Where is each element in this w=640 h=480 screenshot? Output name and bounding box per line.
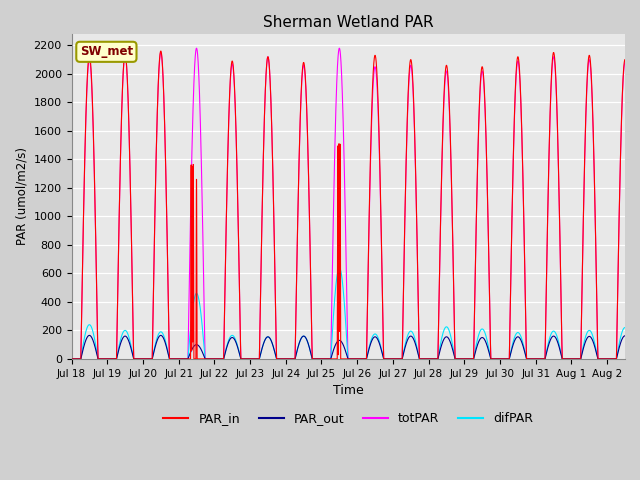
PAR_out: [68, 356, 76, 362]
PAR_in: [464, 356, 472, 362]
totPAR: [234, 220, 242, 226]
totPAR: [214, 356, 222, 362]
X-axis label: Time: Time: [333, 384, 364, 397]
PAR_in: [214, 356, 222, 362]
difPAR: [109, 356, 117, 362]
difPAR: [335, 265, 343, 271]
totPAR: [68, 356, 76, 362]
totPAR: [573, 356, 580, 362]
totPAR: [464, 356, 472, 362]
Line: difPAR: difPAR: [72, 268, 625, 359]
PAR_out: [109, 356, 117, 362]
PAR_out: [464, 356, 472, 362]
difPAR: [522, 354, 530, 360]
PAR_in: [522, 328, 530, 334]
difPAR: [621, 324, 628, 330]
Line: totPAR: totPAR: [72, 48, 625, 359]
totPAR: [621, 60, 628, 65]
Title: Sherman Wetland PAR: Sherman Wetland PAR: [263, 15, 433, 30]
PAR_out: [573, 356, 580, 362]
PAR_in: [68, 356, 76, 362]
difPAR: [68, 356, 76, 362]
Y-axis label: PAR (umol/m2/s): PAR (umol/m2/s): [15, 147, 28, 245]
difPAR: [214, 356, 222, 362]
PAR_out: [214, 356, 222, 362]
PAR_in: [621, 57, 628, 62]
PAR_in: [157, 48, 164, 54]
PAR_out: [522, 354, 530, 360]
difPAR: [573, 356, 580, 362]
PAR_in: [234, 218, 242, 224]
PAR_in: [573, 356, 580, 362]
totPAR: [193, 45, 200, 51]
difPAR: [464, 356, 472, 362]
totPAR: [109, 356, 117, 362]
difPAR: [234, 345, 242, 350]
totPAR: [522, 328, 530, 334]
PAR_out: [86, 333, 93, 338]
Legend: PAR_in, PAR_out, totPAR, difPAR: PAR_in, PAR_out, totPAR, difPAR: [158, 408, 538, 431]
PAR_out: [234, 346, 242, 352]
Line: PAR_out: PAR_out: [72, 336, 625, 359]
Text: SW_met: SW_met: [80, 45, 133, 58]
PAR_in: [109, 356, 117, 362]
PAR_out: [621, 333, 628, 339]
Line: PAR_in: PAR_in: [72, 51, 625, 359]
